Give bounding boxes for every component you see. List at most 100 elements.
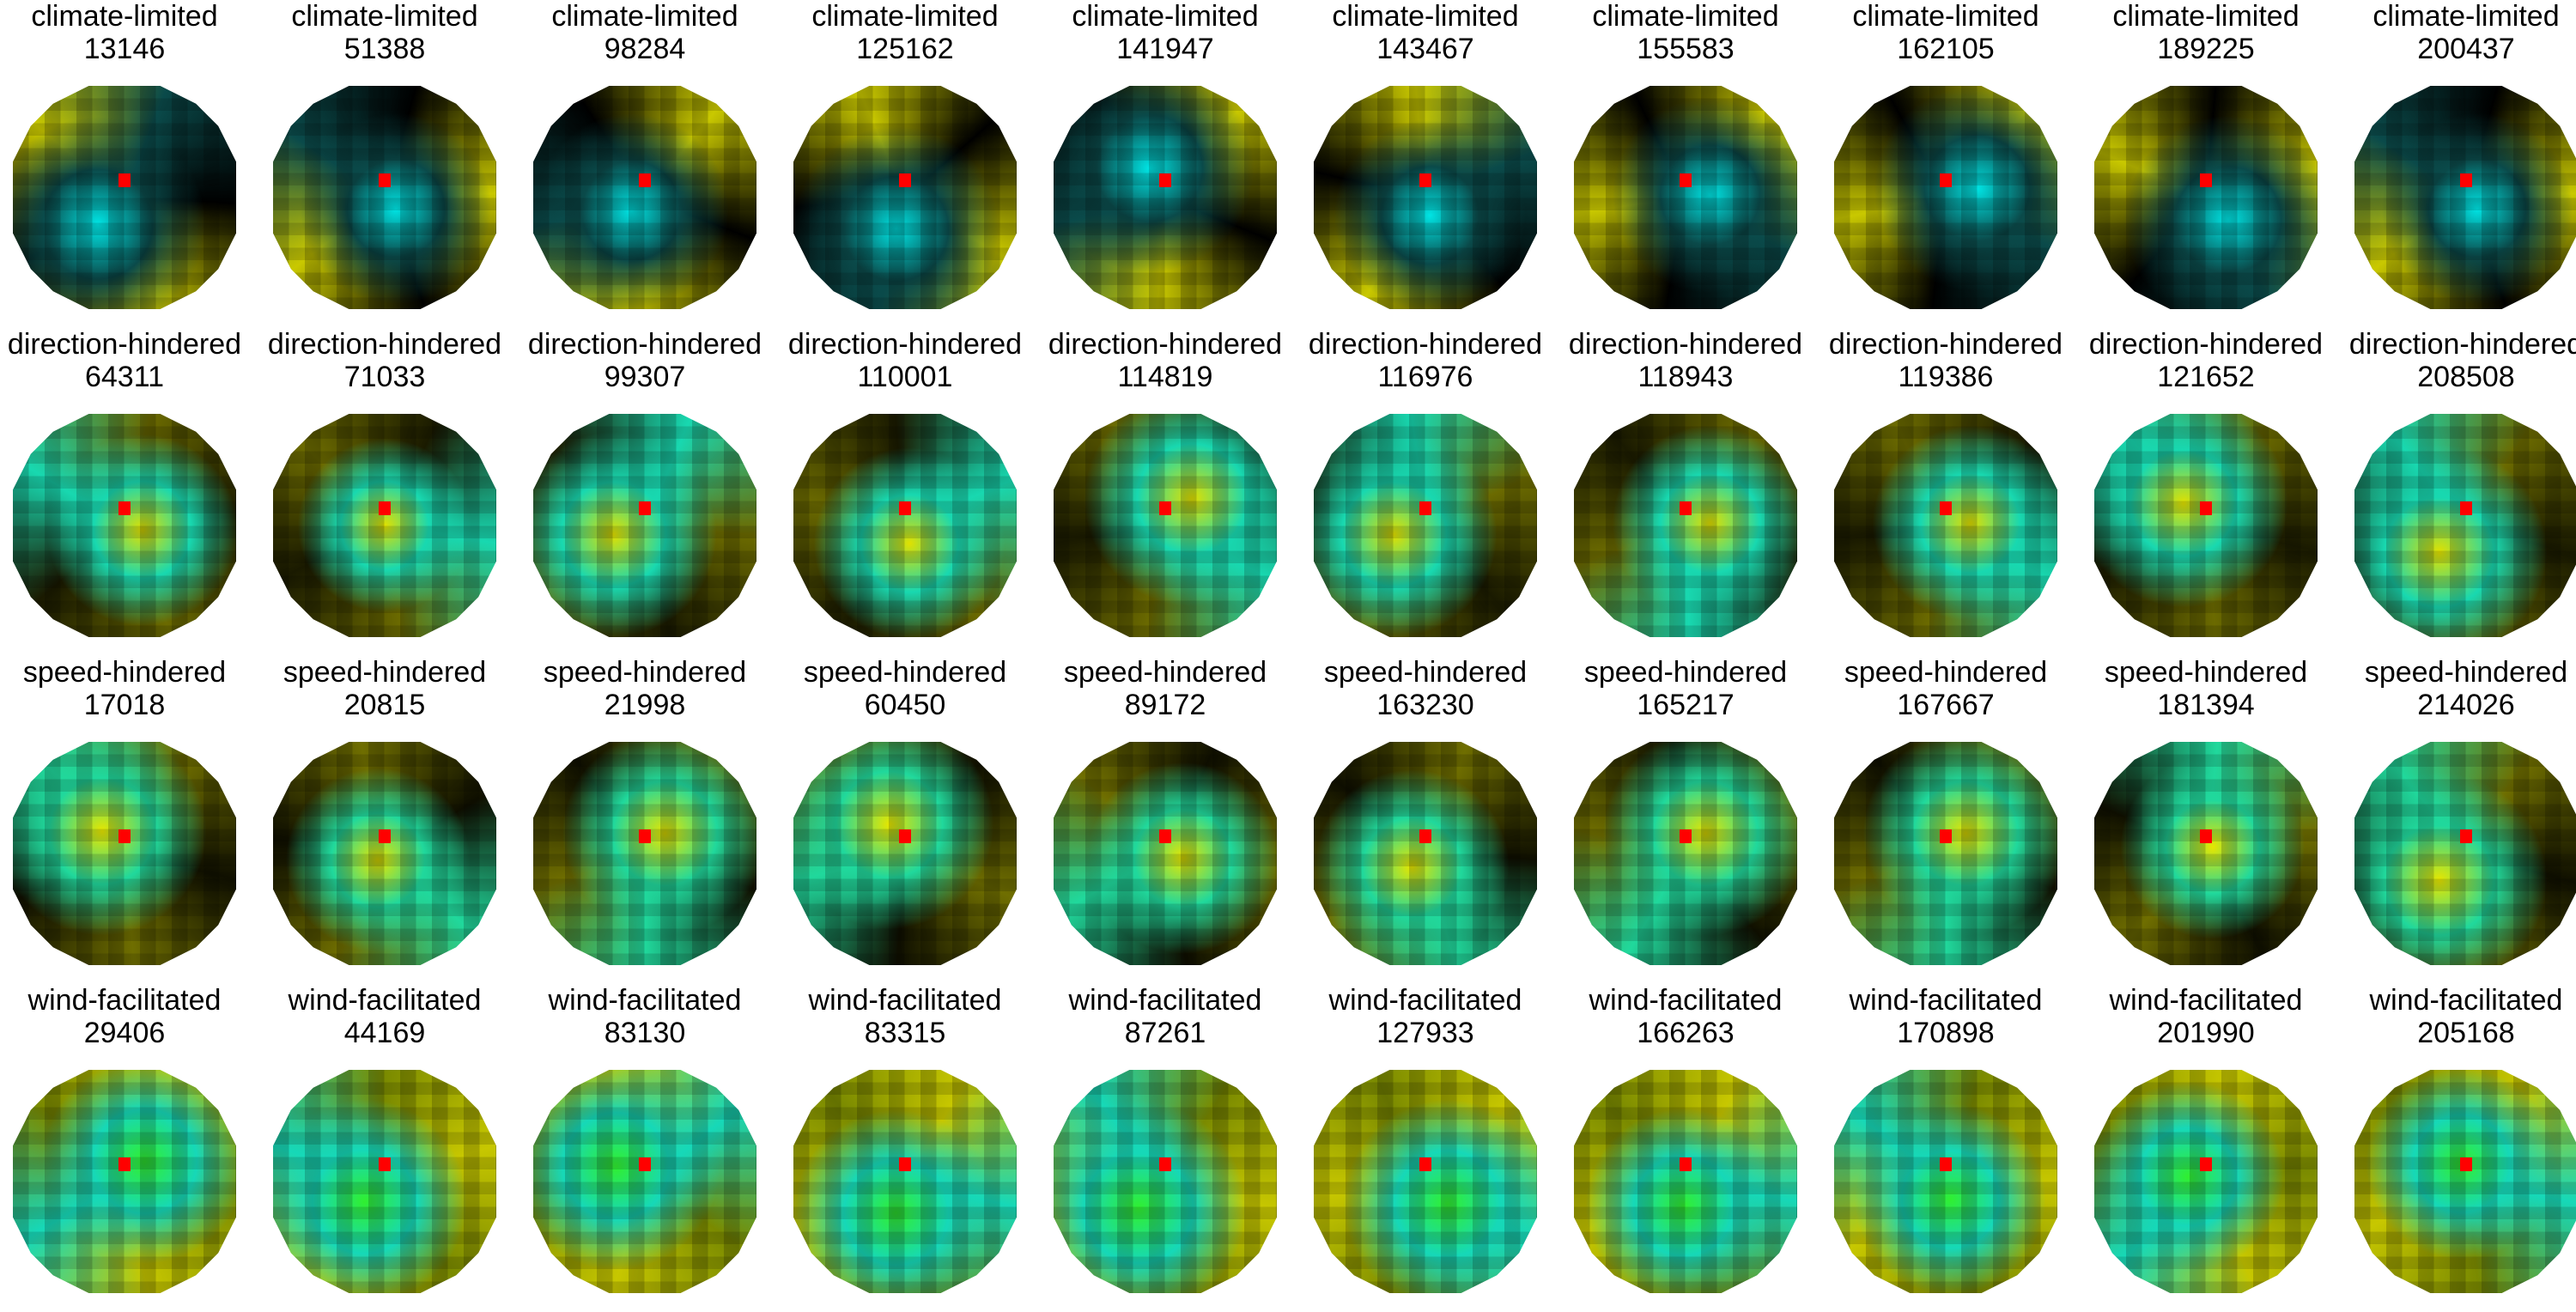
map-panel: direction-hindered 64311: [0, 328, 249, 656]
panel-title: climate-limited 200437: [2342, 0, 2576, 65]
center-marker: [379, 1157, 391, 1171]
map-panel: climate-limited 125162: [781, 0, 1030, 328]
center-marker: [1159, 829, 1171, 843]
map-panel: direction-hindered 208508: [2342, 328, 2576, 656]
panel-id-label: 214026: [2417, 689, 2515, 721]
panel-category-label: speed-hindered: [1063, 656, 1267, 689]
raster-pixel-texture: [13, 1070, 236, 1293]
center-marker: [2460, 1157, 2472, 1171]
panel-title: direction-hindered 118943: [1561, 328, 1810, 393]
raster-pixel-texture: [13, 86, 236, 309]
panel-id-label: 71033: [343, 361, 426, 393]
raster-pixel-texture: [533, 86, 756, 309]
panel-category-label: wind-facilitated: [1068, 984, 1262, 1017]
raster-pixel-texture: [1834, 742, 2057, 965]
raster-pixel-texture: [793, 742, 1017, 965]
raster-disk: [533, 742, 756, 965]
map-panel: climate-limited 162105: [1821, 0, 2070, 328]
raster-disk: [1834, 742, 2057, 965]
panel-id-label: 205168: [2417, 1017, 2515, 1049]
panel-title: wind-facilitated 170898: [1821, 984, 2070, 1049]
map-panel: climate-limited 51388: [260, 0, 509, 328]
raster-pixel-texture: [2354, 742, 2576, 965]
raster-disk: [2354, 1070, 2576, 1293]
raster-disk: [1834, 1070, 2057, 1293]
panel-title: climate-limited 125162: [781, 0, 1030, 65]
map-panel: climate-limited 143467: [1301, 0, 1550, 328]
panel-id-label: 165217: [1637, 689, 1735, 721]
panel-category-label: climate-limited: [2112, 0, 2300, 33]
map-panel: climate-limited 200437: [2342, 0, 2576, 328]
panel-category-label: direction-hindered: [1828, 328, 2063, 361]
map-panel: direction-hindered 99307: [520, 328, 769, 656]
map-panel: speed-hindered 21998: [520, 656, 769, 984]
panel-title: climate-limited 141947: [1041, 0, 1290, 65]
map-panel: speed-hindered 167667: [1821, 656, 2070, 984]
raster-pixel-texture: [1054, 86, 1277, 309]
raster-pixel-texture: [2354, 1070, 2576, 1293]
raster-disk: [533, 86, 756, 309]
center-marker: [1159, 1157, 1171, 1171]
raster-disk: [1054, 1070, 1277, 1293]
raster-pixel-texture: [533, 742, 756, 965]
panel-category-label: wind-facilitated: [288, 984, 482, 1017]
panel-id-label: 89172: [1124, 689, 1206, 721]
map-panel: direction-hindered 118943: [1561, 328, 1810, 656]
raster-pixel-texture: [793, 1070, 1017, 1293]
panel-category-label: direction-hindered: [527, 328, 762, 361]
raster-disk: [13, 86, 236, 309]
panel-id-label: 119386: [1898, 361, 1994, 393]
raster-pixel-texture: [1574, 86, 1797, 309]
center-marker: [1419, 173, 1431, 187]
center-marker: [379, 173, 391, 187]
panel-title: wind-facilitated 87261: [1041, 984, 1290, 1049]
panel-id-label: 87261: [1124, 1017, 1206, 1049]
center-marker: [2200, 173, 2212, 187]
map-panel: wind-facilitated 170898: [1821, 984, 2070, 1312]
panel-title: speed-hindered 167667: [1821, 656, 2070, 721]
panel-title: climate-limited 143467: [1301, 0, 1550, 65]
panel-id-label: 110001: [857, 361, 953, 393]
panel-category-label: climate-limited: [31, 0, 218, 33]
center-marker: [2200, 1157, 2212, 1171]
panel-title: speed-hindered 214026: [2342, 656, 2576, 721]
raster-disk: [13, 414, 236, 637]
center-marker: [1940, 501, 1952, 515]
map-panel: speed-hindered 89172: [1041, 656, 1290, 984]
panel-category-label: wind-facilitated: [2369, 984, 2563, 1017]
panel-category-label: speed-hindered: [543, 656, 747, 689]
map-panel: wind-facilitated 205168: [2342, 984, 2576, 1312]
raster-disk: [1834, 86, 2057, 309]
raster-pixel-texture: [1054, 414, 1277, 637]
raster-disk: [533, 414, 756, 637]
raster-pixel-texture: [13, 742, 236, 965]
panel-title: speed-hindered 181394: [2081, 656, 2330, 721]
panel-id-label: 181394: [2157, 689, 2255, 721]
panel-title: speed-hindered 89172: [1041, 656, 1290, 721]
raster-pixel-texture: [533, 414, 756, 637]
center-marker: [118, 1157, 131, 1171]
panel-id-label: 118943: [1637, 361, 1734, 393]
raster-disk: [1054, 414, 1277, 637]
center-marker: [1159, 501, 1171, 515]
center-marker: [1680, 1157, 1692, 1171]
panel-title: wind-facilitated 127933: [1301, 984, 1550, 1049]
raster-disk: [2094, 742, 2318, 965]
panel-category-label: climate-limited: [811, 0, 999, 33]
panel-id-label: 99307: [604, 361, 686, 393]
raster-pixel-texture: [1314, 86, 1537, 309]
raster-disk: [273, 742, 496, 965]
panel-category-label: speed-hindered: [1583, 656, 1788, 689]
map-panel: climate-limited 141947: [1041, 0, 1290, 328]
panel-id-label: 189225: [2157, 33, 2255, 65]
raster-disk: [533, 1070, 756, 1293]
raster-pixel-texture: [273, 414, 496, 637]
panel-title: speed-hindered 163230: [1301, 656, 1550, 721]
panel-title: speed-hindered 21998: [520, 656, 769, 721]
panel-id-label: 51388: [343, 33, 426, 65]
map-panel: direction-hindered 116976: [1301, 328, 1550, 656]
map-panel: climate-limited 155583: [1561, 0, 1810, 328]
raster-disk: [1314, 414, 1537, 637]
panel-title: direction-hindered 116976: [1301, 328, 1550, 393]
raster-disk: [273, 86, 496, 309]
